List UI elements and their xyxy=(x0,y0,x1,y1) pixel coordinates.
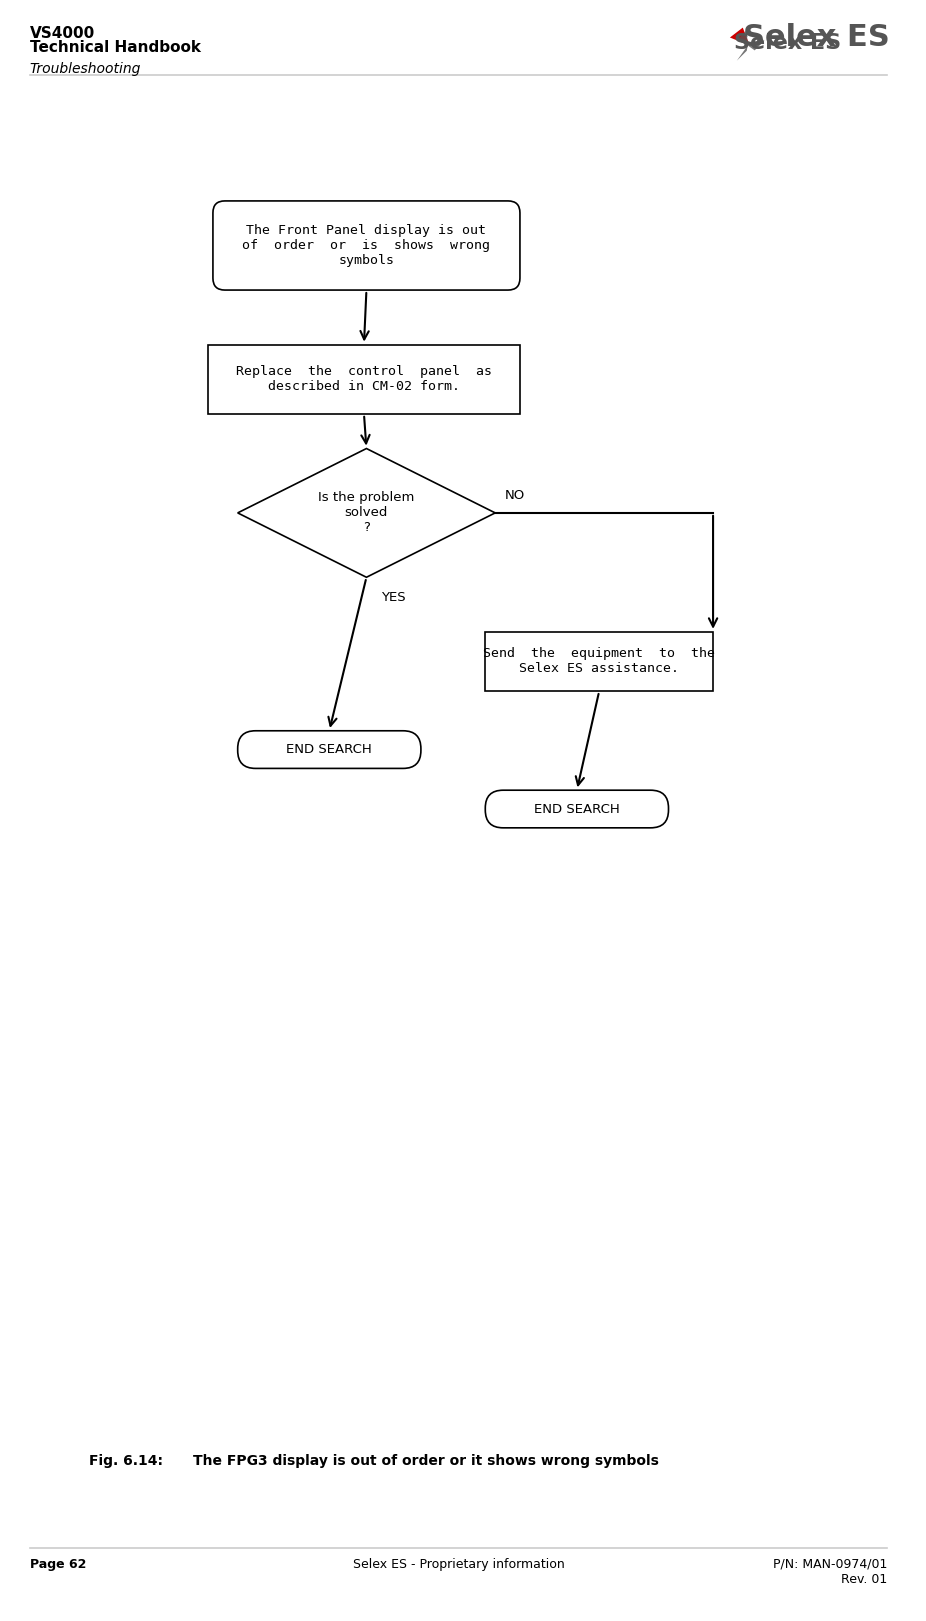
Polygon shape xyxy=(747,41,765,50)
FancyBboxPatch shape xyxy=(485,789,669,828)
Text: Fig. 6.14:: Fig. 6.14: xyxy=(89,1454,163,1467)
Text: Selex ES: Selex ES xyxy=(733,32,841,52)
Bar xyxy=(485,632,713,691)
Text: END SEARCH: END SEARCH xyxy=(286,742,372,755)
Text: P/N: MAN-0974/01: P/N: MAN-0974/01 xyxy=(773,1558,887,1571)
Text: END SEARCH: END SEARCH xyxy=(534,802,619,815)
Text: NO: NO xyxy=(505,488,525,501)
Text: Selex ES - Proprietary information: Selex ES - Proprietary information xyxy=(353,1558,565,1571)
Text: YES: YES xyxy=(382,590,406,603)
Text: Selex ES: Selex ES xyxy=(743,23,890,52)
Bar xyxy=(208,345,519,413)
Text: Page 62: Page 62 xyxy=(30,1558,86,1571)
FancyBboxPatch shape xyxy=(238,731,421,768)
Text: Replace  the  control  panel  as
described in CM-02 form.: Replace the control panel as described i… xyxy=(236,365,492,394)
Polygon shape xyxy=(730,28,750,45)
Polygon shape xyxy=(737,31,747,45)
Text: VS4000: VS4000 xyxy=(30,26,95,41)
Polygon shape xyxy=(737,45,747,60)
Text: The Front Panel display is out
of  order  or  is  shows  wrong
symbols: The Front Panel display is out of order … xyxy=(243,224,491,267)
Text: Send  the  equipment  to  the
Selex ES assistance.: Send the equipment to the Selex ES assis… xyxy=(483,647,715,676)
Text: Troubleshooting: Troubleshooting xyxy=(30,62,141,76)
Text: Rev. 01: Rev. 01 xyxy=(841,1572,887,1585)
Text: Is the problem
solved
?: Is the problem solved ? xyxy=(319,491,415,535)
Polygon shape xyxy=(238,449,495,577)
Text: The FPG3 display is out of order or it shows wrong symbols: The FPG3 display is out of order or it s… xyxy=(194,1454,659,1467)
Text: Technical Handbook: Technical Handbook xyxy=(30,41,201,55)
FancyBboxPatch shape xyxy=(213,201,519,290)
